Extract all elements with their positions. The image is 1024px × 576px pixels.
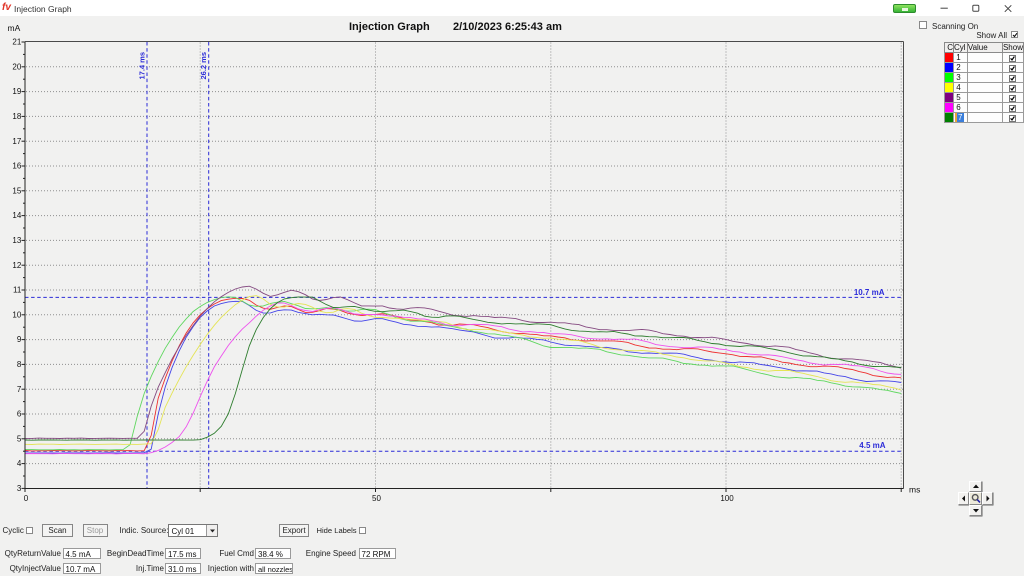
svg-text:20: 20 — [12, 62, 21, 71]
svg-text:15: 15 — [12, 186, 21, 195]
svg-text:21: 21 — [12, 38, 21, 47]
svg-text:18: 18 — [12, 112, 21, 121]
svg-text:0: 0 — [24, 494, 29, 503]
svg-text:3: 3 — [17, 484, 22, 493]
svg-text:4: 4 — [17, 459, 22, 468]
svg-text:17.4 ms: 17.4 ms — [138, 52, 147, 80]
svg-text:17: 17 — [12, 137, 21, 146]
svg-text:7: 7 — [17, 385, 22, 394]
svg-text:10.7 mA: 10.7 mA — [854, 288, 885, 297]
svg-text:19: 19 — [12, 87, 21, 96]
svg-text:12: 12 — [12, 261, 21, 270]
svg-text:14: 14 — [12, 211, 21, 220]
svg-text:50: 50 — [372, 494, 381, 503]
svg-text:26.2 ms: 26.2 ms — [199, 52, 208, 80]
svg-text:11: 11 — [13, 286, 22, 295]
svg-text:5: 5 — [17, 434, 22, 443]
svg-text:4.5 mA: 4.5 mA — [859, 441, 885, 450]
svg-text:13: 13 — [12, 236, 21, 245]
svg-text:100: 100 — [720, 494, 734, 503]
svg-text:6: 6 — [17, 410, 22, 419]
svg-text:8: 8 — [17, 360, 22, 369]
svg-text:10: 10 — [12, 310, 21, 319]
svg-text:mA: mA — [8, 23, 21, 33]
svg-text:9: 9 — [17, 335, 22, 344]
svg-text:16: 16 — [12, 162, 21, 171]
svg-text:ms: ms — [909, 485, 920, 495]
